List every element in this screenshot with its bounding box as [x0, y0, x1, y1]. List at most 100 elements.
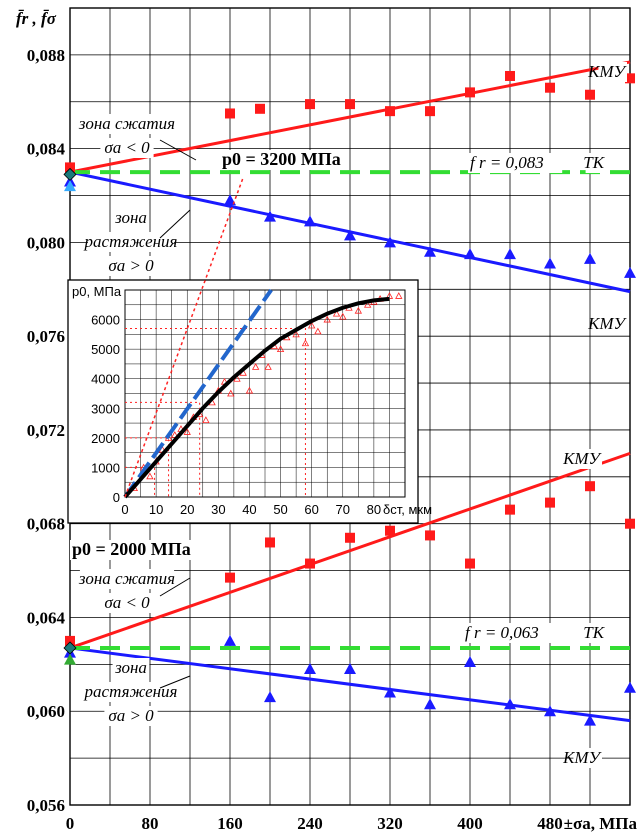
blue-triangle-point	[464, 248, 476, 260]
blue-triangle-point	[584, 252, 596, 264]
y-tick-label: 0,076	[27, 327, 65, 346]
blue-triangle-point	[224, 634, 236, 646]
inset-y-tick-label: 5000	[91, 342, 120, 357]
blue-triangle-point	[544, 257, 556, 269]
tk-label-lower: ТК	[583, 623, 605, 642]
red-square-point	[425, 530, 435, 541]
red-square-point	[225, 572, 235, 583]
x-tick-label: 400	[457, 814, 483, 833]
x-tick-label: 480	[537, 814, 563, 833]
zone-tension-upper-1: зона	[114, 208, 147, 227]
tk-label-lower-bg	[585, 623, 606, 643]
inset-scatter-point	[307, 321, 316, 329]
y-tick-label: 0,080	[27, 233, 65, 252]
p0-label-lower-bg	[70, 540, 198, 560]
kmu-label-1-bg	[598, 62, 627, 82]
kmu-label-3: КМУ	[562, 449, 602, 468]
zone-tension-upper-2-bg	[88, 232, 174, 252]
inset-scatter-point	[276, 345, 285, 353]
kmu-fit-line	[69, 451, 631, 650]
zone-tension-upper-2: растяжения	[84, 232, 178, 251]
inset-x-tick-label: 40	[242, 502, 256, 517]
y-tick-label: 0,064	[27, 608, 66, 627]
inset-scatter-point	[354, 306, 363, 314]
inset-scatter-point	[314, 327, 322, 335]
kmu-label-1: КМУ	[587, 62, 627, 81]
blue-triangle-point	[264, 210, 276, 222]
zone-tension-upper-3: σa > 0	[108, 256, 154, 275]
y-tick-label: 0,088	[27, 46, 65, 65]
y-tick-label: 0,056	[27, 796, 65, 815]
red-square-point	[265, 537, 275, 548]
blue-triangle-point	[344, 663, 356, 675]
inset-scatter-point	[251, 363, 260, 370]
inset-x-axis-label: δст, мкм	[383, 502, 432, 517]
inset-black-curve	[123, 296, 390, 499]
red-square-point	[585, 481, 595, 492]
blue-triangle-point	[424, 698, 436, 710]
inset-blue-dashed-line	[123, 288, 273, 499]
inset-scatter-point	[363, 300, 372, 308]
inset-y-tick-label: 0	[113, 490, 120, 505]
kmu-fit-line	[69, 60, 631, 174]
inset-scatter-point	[245, 386, 254, 394]
y-tick-label: 0,084	[27, 140, 66, 159]
blue-triangle-point	[624, 266, 636, 278]
fr-label-upper: f r = 0,083	[470, 153, 544, 172]
red-square-point	[305, 99, 315, 110]
kmu-label-4-bg	[573, 748, 602, 768]
red-square-point	[65, 162, 75, 173]
red-square-point	[345, 99, 355, 110]
blue-triangle-point	[464, 656, 476, 668]
inset-y-tick-label: 2000	[91, 431, 120, 446]
zone-compression-upper-bg	[79, 114, 175, 134]
kmu-label-3-bg	[573, 449, 602, 469]
x-axis-label: ±σa, МПа	[564, 814, 638, 833]
red-square-point	[425, 106, 435, 117]
leader-line	[159, 675, 191, 689]
red-square-point	[545, 497, 555, 508]
inset-scatter-point	[202, 416, 210, 424]
red-square-point	[625, 518, 635, 529]
blue-triangle-point	[384, 686, 396, 698]
red-square-point	[465, 87, 475, 98]
inset-x-tick-label: 50	[273, 502, 287, 517]
y-tick-label: 0,072	[27, 421, 65, 440]
inset-scatter-point	[339, 312, 347, 320]
blue-triangle-point	[584, 714, 596, 726]
inset-y-axis-label: p0, МПа	[72, 284, 122, 299]
zone-tension-lower-1: зона	[114, 658, 147, 677]
blue-triangle-point	[264, 691, 276, 703]
fr-label-upper-bg	[468, 153, 563, 173]
inset-scatter-point	[264, 363, 272, 370]
leader-line	[159, 209, 191, 239]
inset-red-tangent-line	[124, 177, 244, 498]
inset-scatter-point	[332, 309, 341, 317]
inset-y-tick-label: 4000	[91, 372, 120, 387]
zone-compression-sign-lower: σa < 0	[104, 593, 150, 612]
blue-triangle-point	[304, 215, 316, 227]
zone-tension-upper-1-bg	[112, 208, 150, 228]
red-square-point	[65, 635, 75, 646]
x-tick-label: 0	[66, 814, 75, 833]
x-tick-label: 240	[297, 814, 323, 833]
origin-point	[64, 653, 76, 665]
inset-x-tick-label: 60	[304, 502, 318, 517]
x-tick-label: 160	[217, 814, 243, 833]
inset-y-tick-label: 1000	[91, 460, 120, 475]
zone-compression-sign-upper-bg	[100, 138, 154, 158]
zone-tension-lower-2: растяжения	[84, 682, 178, 701]
tk-label-upper: ТК	[583, 153, 605, 172]
blue-triangle-point	[624, 681, 636, 693]
inset-chart: 0 1000 2000 3000 4000 5000 6000 0 10 20 30 40 50 60 70…	[67, 177, 432, 524]
blue-triangle-point	[504, 248, 516, 260]
inset-x-tick-label: 70	[336, 502, 350, 517]
blue-triangle-point	[344, 229, 356, 241]
y-tick-label: 0,060	[27, 702, 65, 721]
inset-scatter-point	[385, 292, 394, 299]
inset-x-tick-label: 0	[121, 502, 128, 517]
inset-scatter-point	[292, 330, 300, 338]
inset-x-tick-label: 80	[367, 502, 381, 517]
leader-line	[159, 577, 191, 597]
p0-label-lower: p0 = 2000 МПа	[72, 539, 191, 559]
